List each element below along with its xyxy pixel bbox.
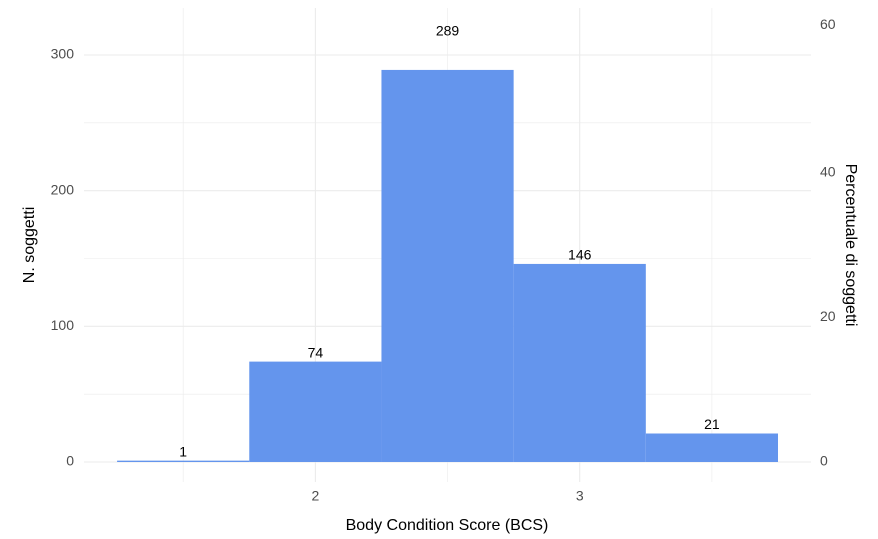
- data-labels-layer: 1 74 289 146 21: [179, 23, 720, 460]
- y2-tick-label: 0: [820, 453, 828, 469]
- histogram-bar: [513, 263, 646, 462]
- histogram-bar: [645, 433, 778, 462]
- secondary-y-axis-title: Percentuale di soggetti: [842, 164, 859, 327]
- y-tick-label: 300: [51, 46, 75, 62]
- histogram-bar: [381, 69, 514, 462]
- bars-layer: [117, 69, 778, 462]
- y2-tick-label: 20: [820, 308, 836, 324]
- y2-tick-label: 40: [820, 164, 836, 180]
- bar-value-label: 146: [568, 247, 592, 263]
- bar-value-label: 74: [308, 344, 324, 360]
- y2-tick-label: 60: [820, 16, 836, 32]
- y-axis-ticks: 0 100 200 300: [51, 46, 75, 469]
- histogram-bar: [117, 460, 250, 462]
- histogram-bar: [249, 361, 382, 462]
- y-axis-title: N. soggetti: [21, 207, 38, 283]
- x-tick-label: 3: [576, 488, 584, 504]
- secondary-y-axis-ticks: 0 20 40 60: [820, 16, 836, 469]
- y-tick-label: 0: [66, 453, 74, 469]
- bar-value-label: 289: [436, 23, 460, 39]
- x-axis-title: Body Condition Score (BCS): [346, 517, 549, 534]
- x-tick-label: 2: [311, 488, 319, 504]
- y-tick-label: 200: [51, 181, 75, 197]
- y-tick-label: 100: [51, 317, 75, 333]
- bar-value-label: 1: [179, 443, 187, 459]
- bar-value-label: 21: [704, 416, 720, 432]
